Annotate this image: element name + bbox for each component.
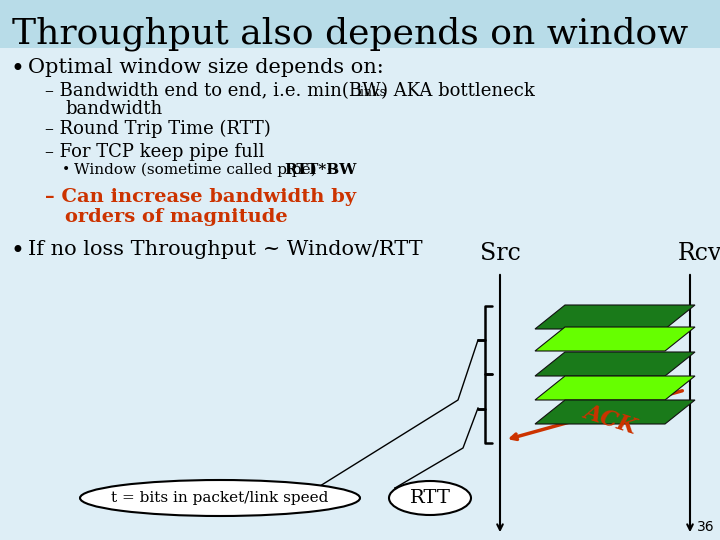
Polygon shape [535, 376, 695, 400]
Text: – Can increase bandwidth by: – Can increase bandwidth by [45, 188, 356, 206]
Polygon shape [535, 327, 695, 351]
Ellipse shape [389, 481, 471, 515]
Text: Window (sometime called pipe)  ~: Window (sometime called pipe) ~ [74, 163, 344, 178]
Text: bandwidth: bandwidth [65, 100, 162, 118]
Text: – Round Trip Time (RTT): – Round Trip Time (RTT) [45, 120, 271, 138]
Text: Rcv: Rcv [678, 242, 720, 265]
Text: Src: Src [480, 242, 521, 265]
Text: – For TCP keep pipe full: – For TCP keep pipe full [45, 143, 264, 161]
Text: links: links [357, 86, 387, 99]
Text: 36: 36 [698, 520, 715, 534]
Text: ACK: ACK [581, 401, 639, 439]
Polygon shape [535, 305, 695, 329]
Text: Optimal window size depends on:: Optimal window size depends on: [28, 58, 384, 77]
Text: RTT*BW: RTT*BW [284, 163, 356, 177]
Text: t = bits in packet/link speed: t = bits in packet/link speed [112, 491, 329, 505]
Ellipse shape [80, 480, 360, 516]
FancyBboxPatch shape [0, 0, 720, 48]
Polygon shape [535, 400, 695, 424]
Polygon shape [535, 352, 695, 376]
Text: If no loss Throughput ~ Window/RTT: If no loss Throughput ~ Window/RTT [28, 240, 423, 259]
Text: •: • [62, 163, 71, 177]
Text: orders of magnitude: orders of magnitude [65, 208, 287, 226]
Text: RTT: RTT [410, 489, 451, 507]
Text: Throughput also depends on window: Throughput also depends on window [12, 17, 688, 51]
Text: •: • [10, 58, 24, 81]
Text: – Bandwidth end to end, i.e. min(BW: – Bandwidth end to end, i.e. min(BW [45, 82, 381, 100]
Text: •: • [10, 240, 24, 263]
Text: ) AKA bottleneck: ) AKA bottleneck [381, 82, 535, 100]
